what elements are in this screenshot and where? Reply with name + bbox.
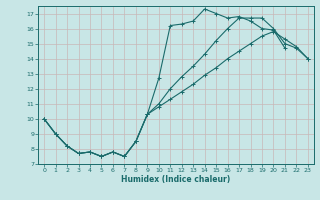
X-axis label: Humidex (Indice chaleur): Humidex (Indice chaleur) — [121, 175, 231, 184]
